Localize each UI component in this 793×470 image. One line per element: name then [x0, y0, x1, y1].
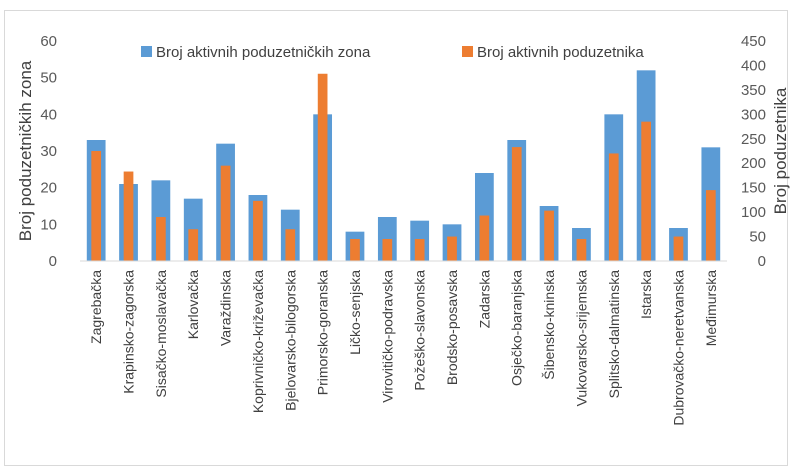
entrepreneurs-bar: [123, 171, 134, 261]
right-tick-label: 300: [741, 106, 766, 123]
category-label: Dubrovačko-neretvanska: [670, 270, 686, 426]
entrepreneurs-bar: [544, 210, 554, 261]
legend-label: Broj aktivnih poduzetničkih zona: [156, 44, 371, 61]
entrepreneurs-bar: [382, 239, 393, 261]
entrepreneurs-bar: [479, 215, 490, 261]
category-label: Šibensko-kninska: [541, 270, 557, 380]
entrepreneurs-bar: [705, 190, 716, 261]
right-axis-title: Broj poduzetnika: [771, 87, 790, 214]
left-tick-label: 10: [40, 216, 57, 233]
category-labels: Zagrebačka Krapinsko-zagorska Sisačko-mosl…: [88, 270, 719, 426]
entrepreneurs-bar: [91, 151, 102, 261]
category-label: Sisačko-moslavačka: [153, 270, 169, 398]
category-label: Međimurska: [703, 270, 719, 346]
category-label: Vukovarsko-srijemska: [573, 270, 589, 407]
legend-swatch: [141, 46, 152, 57]
legend: Broj aktivnih poduzetničkih zona Broj akt…: [141, 44, 644, 61]
zones-series: [86, 70, 721, 261]
category-label: Zadarska: [476, 270, 492, 329]
entrepreneurs-bar: [447, 236, 457, 261]
category-label: Krapinsko-zagorska: [121, 270, 137, 394]
entrepreneurs-bar: [317, 73, 328, 261]
category-label: Ličko-senjska: [347, 270, 363, 355]
entrepreneurs-bar: [414, 239, 425, 261]
category-label: Koprivničko-križevačka: [250, 270, 266, 413]
category-label: Splitsko-dalmatinska: [606, 270, 622, 399]
right-tick-label: 150: [741, 180, 766, 197]
left-axis-title: Broj poduzetničkih zona: [16, 60, 35, 241]
right-axis-ticks: 0 50 100 150 200 250 300 350 400 450: [741, 33, 766, 270]
right-tick-label: 350: [741, 82, 766, 99]
right-tick-label: 0: [758, 253, 766, 270]
left-tick-label: 50: [40, 70, 57, 87]
category-label: Primorsko-goranska: [315, 270, 331, 395]
left-tick-label: 30: [40, 143, 57, 160]
entrepreneurs-bar: [220, 165, 231, 261]
left-tick-label: 60: [40, 33, 57, 50]
left-axis-ticks: 0 10 20 30 40 50 60: [40, 33, 57, 270]
entrepreneurs-bar: [350, 239, 360, 261]
entrepreneurs-bar: [285, 229, 296, 261]
category-label: Istarska: [638, 270, 654, 319]
right-tick-label: 400: [741, 57, 766, 74]
entrepreneurs-bar: [608, 153, 619, 261]
entrepreneurs-series: [91, 73, 716, 262]
right-tick-label: 100: [741, 204, 766, 221]
legend-swatch: [462, 46, 473, 57]
entrepreneurs-bar: [156, 217, 166, 261]
left-tick-label: 20: [40, 180, 57, 197]
entrepreneurs-bar: [673, 236, 684, 261]
entrepreneurs-bar: [641, 121, 651, 262]
right-tick-label: 450: [741, 33, 766, 50]
category-label: Brodsko-posavska: [444, 270, 460, 385]
category-label: Osječko-baranjska: [509, 270, 525, 386]
legend-label: Broj aktivnih poduzetnika: [477, 44, 644, 61]
entrepreneurs-bar: [511, 147, 522, 261]
right-tick-label: 50: [749, 229, 766, 246]
category-label: Karlovačka: [185, 270, 201, 339]
category-label: Bjelovarsko-bilogorska: [282, 270, 298, 411]
category-label: Zagrebačka: [88, 270, 104, 344]
right-tick-label: 200: [741, 155, 766, 172]
category-label: Virovitičko-podravska: [379, 270, 395, 403]
category-label: Požeško-slavonska: [412, 270, 428, 391]
right-tick-label: 250: [741, 131, 766, 148]
left-tick-label: 40: [40, 106, 57, 123]
entrepreneurs-bar: [576, 239, 587, 261]
chart-frame: [4, 10, 788, 466]
entrepreneurs-bar: [253, 200, 263, 261]
entrepreneurs-bar: [188, 229, 199, 261]
category-label: Varaždinska: [218, 270, 234, 346]
left-tick-label: 0: [49, 253, 57, 270]
